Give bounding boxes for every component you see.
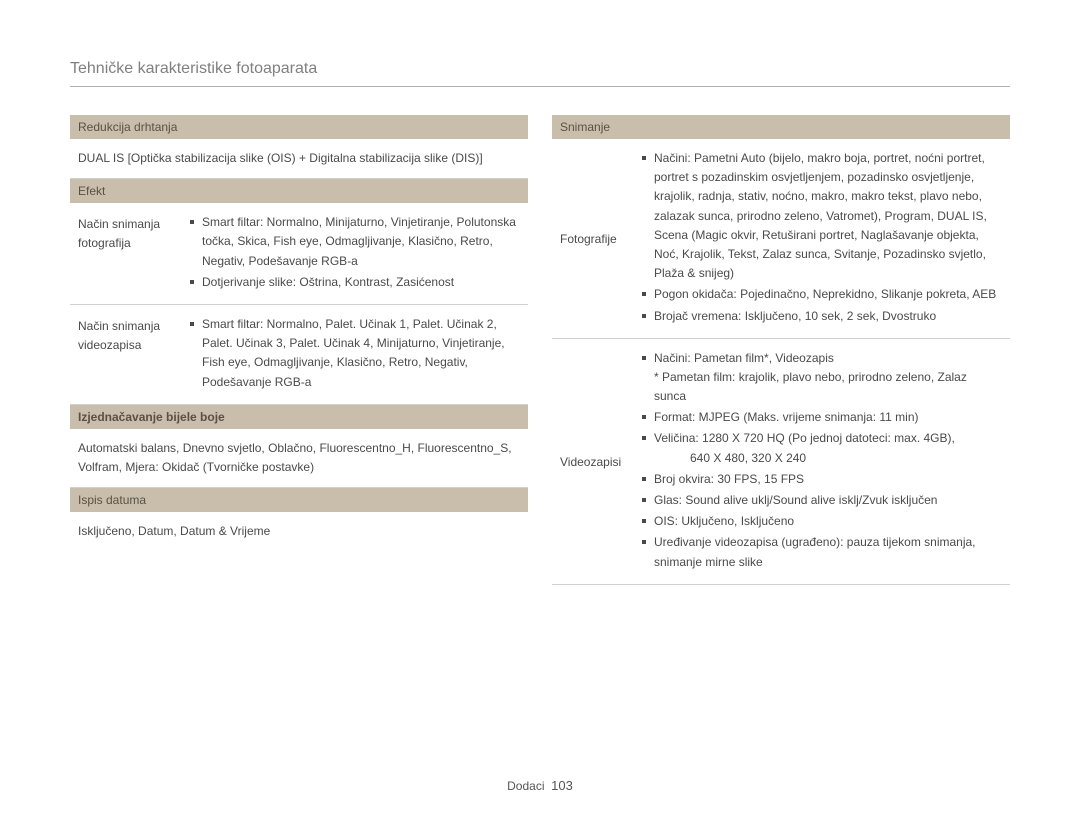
shooting-videos-item: Načini: Pametan film*, Videozapis * Pame… <box>640 349 1002 407</box>
shooting-videos-label: Videozapisi <box>560 349 640 574</box>
date-print-header: Ispis datuma <box>70 488 528 512</box>
page-footer: Dodaci 103 <box>0 778 1080 793</box>
smart-film-note: * Pametan film: krajolik, plavo nebo, pr… <box>654 368 1002 406</box>
footer-page-number: 103 <box>551 778 573 793</box>
left-column: Redukcija drhtanja DUAL IS [Optička stab… <box>70 115 528 585</box>
effect-photo-row: Način snimanja fotografija Smart filtar:… <box>70 203 528 305</box>
shooting-videos-row: Videozapisi Načini: Pametan film*, Video… <box>552 339 1010 585</box>
shooting-photos-row: Fotografije Načini: Pametni Auto (bijelo… <box>552 139 1010 339</box>
shooting-photos-label: Fotografije <box>560 149 640 328</box>
effect-header: Efekt <box>70 179 528 203</box>
effect-video-item: Smart filtar: Normalno, Palet. Učinak 1,… <box>188 315 520 392</box>
shooting-videos-item: Format: MJPEG (Maks. vrijeme snimanja: 1… <box>640 408 1002 427</box>
effect-photo-item: Smart filtar: Normalno, Minijaturno, Vin… <box>188 213 520 271</box>
size-extra: 640 X 480, 320 X 240 <box>654 449 1002 468</box>
shooting-photos-item: Brojač vremena: Isključeno, 10 sek, 2 se… <box>640 307 1002 326</box>
effect-photo-label: Način snimanja fotografija <box>78 213 188 294</box>
footer-section: Dodaci <box>507 779 544 793</box>
shake-reduction-header: Redukcija drhtanja <box>70 115 528 139</box>
effect-photo-item: Dotjerivanje slike: Oštrina, Kontrast, Z… <box>188 273 520 292</box>
shooting-videos-item: OIS: Uključeno, Isključeno <box>640 512 1002 531</box>
white-balance-header: Izjednačavanje bijele boje <box>70 405 528 429</box>
shooting-videos-item: Uređivanje videozapisa (ugrađeno): pauza… <box>640 533 1002 571</box>
shooting-photos-item: Pogon okidača: Pojedinačno, Neprekidno, … <box>640 285 1002 304</box>
shooting-photos-item: Načini: Pametni Auto (bijelo, makro boja… <box>640 149 1002 283</box>
white-balance-body: Automatski balans, Dnevno svjetlo, Oblač… <box>70 429 528 488</box>
effect-video-label: Način snimanja videozapisa <box>78 315 188 394</box>
shooting-videos-item: Broj okvira: 30 FPS, 15 FPS <box>640 470 1002 489</box>
shooting-videos-item: Glas: Sound alive uklj/Sound alive isklj… <box>640 491 1002 510</box>
shake-reduction-body: DUAL IS [Optička stabilizacija slike (OI… <box>70 139 528 179</box>
effect-video-row: Način snimanja videozapisa Smart filtar:… <box>70 305 528 405</box>
page-title: Tehničke karakteristike fotoaparata <box>70 60 1010 87</box>
right-column: Snimanje Fotografije Načini: Pametni Aut… <box>552 115 1010 585</box>
shooting-header: Snimanje <box>552 115 1010 139</box>
shooting-videos-item: Veličina: 1280 X 720 HQ (Po jednoj datot… <box>640 429 1002 467</box>
date-print-body: Isključeno, Datum, Datum & Vrijeme <box>70 512 528 551</box>
